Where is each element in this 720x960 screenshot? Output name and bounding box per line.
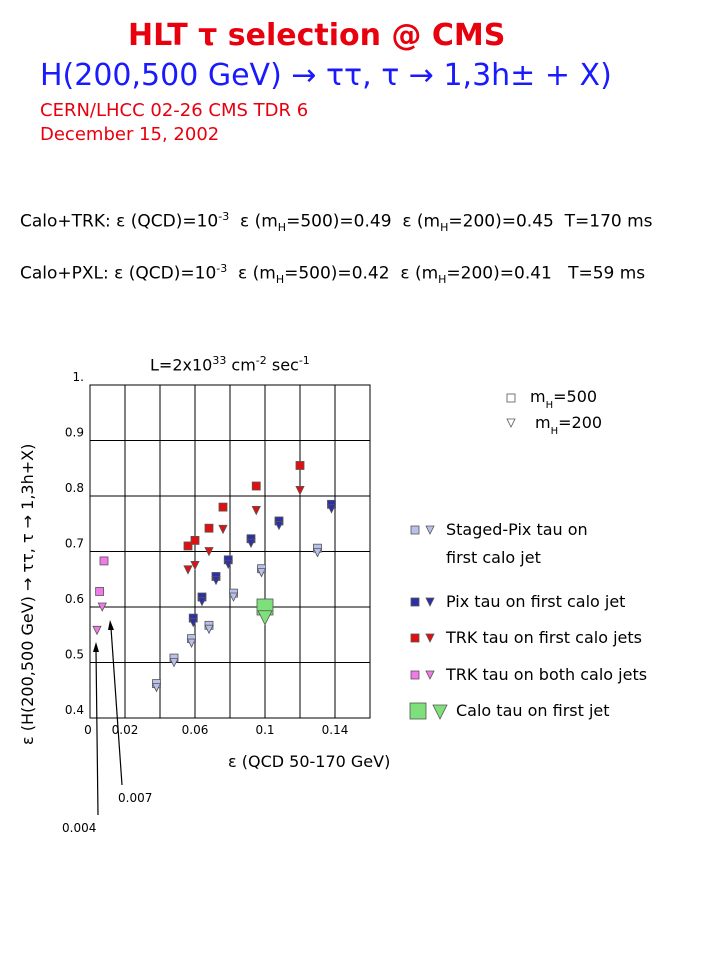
lumi-base: L=2x10 bbox=[150, 355, 213, 375]
legend-mh200: mH=200 bbox=[535, 413, 602, 437]
point-mh500-trk_first bbox=[218, 502, 228, 512]
annotation-arrowhead-0004 bbox=[93, 642, 99, 652]
point-mh200-trk_first bbox=[183, 565, 193, 575]
point-mh500-trk_both bbox=[95, 587, 105, 596]
y-tick-label: 0.4 bbox=[65, 703, 84, 717]
annotation-label-0004: 0.004 bbox=[62, 821, 96, 835]
point-mh200-trk_first bbox=[295, 486, 305, 496]
y-tick-label: 0.5 bbox=[65, 648, 84, 662]
point-mh200-pix bbox=[188, 618, 198, 628]
point-mh200-staged_pix bbox=[256, 568, 267, 578]
legend-marker-triangle-trk_first bbox=[425, 633, 435, 643]
lumi-exp: 33 bbox=[212, 354, 227, 367]
lumi-exp2: -2 bbox=[255, 354, 267, 367]
eff-pxl-label: Calo+PXL: bbox=[20, 263, 109, 284]
point-mh500-trk_both bbox=[99, 556, 109, 566]
title-line-1: HLT τ selection @ CMS bbox=[128, 18, 506, 53]
point-mh500-trk_first bbox=[190, 536, 200, 545]
legend-label-calo: Calo tau on first jet bbox=[456, 701, 610, 720]
lumi-unit1: cm bbox=[226, 355, 256, 375]
eff-pxl-qcd-exp: -3 bbox=[216, 262, 228, 275]
point-mh200-calo bbox=[257, 610, 273, 626]
eff-pxl-mh200: 0.41 bbox=[514, 263, 552, 284]
y-axis-label: ε (H(200,500 GeV) → ττ, τ → 1,3h+X) bbox=[18, 443, 37, 745]
legend-marker-triangle-staged_pix bbox=[425, 525, 435, 535]
point-mh200-trk_both bbox=[97, 602, 107, 612]
legend-square-icon bbox=[506, 393, 516, 403]
point-mh200-pix bbox=[274, 521, 284, 531]
eff-trk-qcd: 10 bbox=[196, 211, 219, 232]
point-mh500-trk_first bbox=[204, 523, 214, 533]
lumi-exp3: -1 bbox=[298, 354, 310, 367]
x-axis-label: ε (QCD 50-170 GeV) bbox=[228, 752, 391, 771]
point-mh200-staged_pix bbox=[228, 592, 239, 602]
point-mh200-trk_first bbox=[251, 506, 261, 516]
point-mh200-trk_first bbox=[190, 560, 200, 571]
legend-triangle-icon bbox=[506, 418, 516, 428]
annotation-arrow-0004 bbox=[95, 649, 99, 816]
point-mh200-trk_first bbox=[218, 524, 228, 535]
legend-label-pix: Pix tau on first calo jet bbox=[446, 592, 625, 611]
legend-label-trk_both: TRK tau on both calo jets bbox=[445, 665, 647, 684]
plot-frame bbox=[89, 384, 371, 719]
efficiency-trk-line: Calo+TRK: ε (QCD)=10-3 ε (mH=500)=0.49 ε… bbox=[20, 210, 653, 235]
point-mh200-pix bbox=[197, 597, 207, 607]
annotation-arrowhead-0007 bbox=[108, 620, 114, 630]
point-mh200-trk_first bbox=[204, 547, 214, 557]
eff-trk-mh500: 0.49 bbox=[353, 211, 392, 232]
x-tick-label: 0 bbox=[84, 723, 92, 737]
eff-pxl-mh500: 0.42 bbox=[351, 263, 390, 284]
legend-marker-triangle-calo bbox=[432, 704, 448, 720]
legend-marker-square-trk_first bbox=[410, 633, 420, 643]
lumi-unit2: sec bbox=[266, 355, 299, 375]
reference-line-2: December 15, 2002 bbox=[40, 124, 220, 145]
point-mh200-staged_pix bbox=[204, 624, 214, 635]
annotation-arrow-0007 bbox=[110, 627, 123, 786]
x-tick-label: 0.02 bbox=[112, 723, 139, 737]
y-tick-label: 0.8 bbox=[65, 481, 84, 495]
legend-marker-triangle-pix bbox=[425, 597, 435, 607]
point-mh200-pix bbox=[211, 575, 221, 586]
point-mh200-pix bbox=[223, 559, 233, 570]
eff-trk-mh200: 0.45 bbox=[515, 211, 554, 232]
legend-marker-square-pix bbox=[410, 597, 420, 607]
y-tick-label: 0.7 bbox=[65, 537, 84, 551]
point-mh200-pix bbox=[326, 504, 337, 514]
legend-mh500: mH=500 bbox=[530, 387, 597, 411]
reference-line-1: CERN/LHCC 02-26 CMS TDR 6 bbox=[40, 100, 309, 121]
point-mh200-pix bbox=[246, 538, 256, 549]
legend-label-trk_first: TRK tau on first calo jets bbox=[445, 628, 642, 647]
eff-trk-qcd-exp: -3 bbox=[218, 210, 230, 223]
y-tick-label: 0.9 bbox=[65, 426, 84, 440]
x-tick-label: 0.1 bbox=[255, 723, 274, 737]
point-mh200-staged_pix bbox=[186, 638, 197, 648]
x-tick-label: 0.14 bbox=[322, 723, 349, 737]
annotation-label-0007: 0.007 bbox=[118, 791, 152, 805]
point-mh200-staged_pix bbox=[312, 548, 323, 558]
luminosity-label: L=2x1033 cm-2 sec-1 bbox=[150, 354, 310, 374]
legend-label-staged_pix: Staged-Pix tau on bbox=[446, 520, 588, 539]
legend-marker-square-calo bbox=[409, 702, 427, 720]
point-mh500-trk_first bbox=[251, 481, 261, 491]
point-mh200-staged_pix bbox=[169, 658, 179, 668]
point-mh500-trk_first bbox=[295, 461, 305, 470]
eff-pxl-qcd: 10 bbox=[194, 263, 217, 284]
point-mh200-staged_pix bbox=[151, 683, 162, 693]
efficiency-pxl-line: Calo+PXL: ε (QCD)=10-3 ε (mH=500)=0.42 ε… bbox=[20, 262, 646, 287]
legend-label-staged_pix-line2: first calo jet bbox=[446, 548, 541, 567]
eff-pxl-time: T=59 ms bbox=[568, 263, 646, 284]
point-mh500-trk_first bbox=[183, 541, 193, 551]
point-mh200-trk_both bbox=[92, 625, 102, 636]
eff-trk-time: T=170 ms bbox=[564, 211, 653, 232]
x-tick-label: 0.06 bbox=[182, 723, 209, 737]
legend-marker-triangle-trk_both bbox=[425, 670, 435, 680]
title-line-2: H(200,500 GeV) → ττ, τ → 1,3h± + X) bbox=[40, 58, 612, 93]
eff-trk-label: Calo+TRK: bbox=[20, 211, 111, 232]
y-tick-label: 0.6 bbox=[65, 592, 84, 606]
legend-marker-square-staged_pix bbox=[410, 525, 420, 535]
y-tick-label: 1. bbox=[73, 370, 84, 384]
legend-marker-square-trk_both bbox=[410, 670, 420, 680]
